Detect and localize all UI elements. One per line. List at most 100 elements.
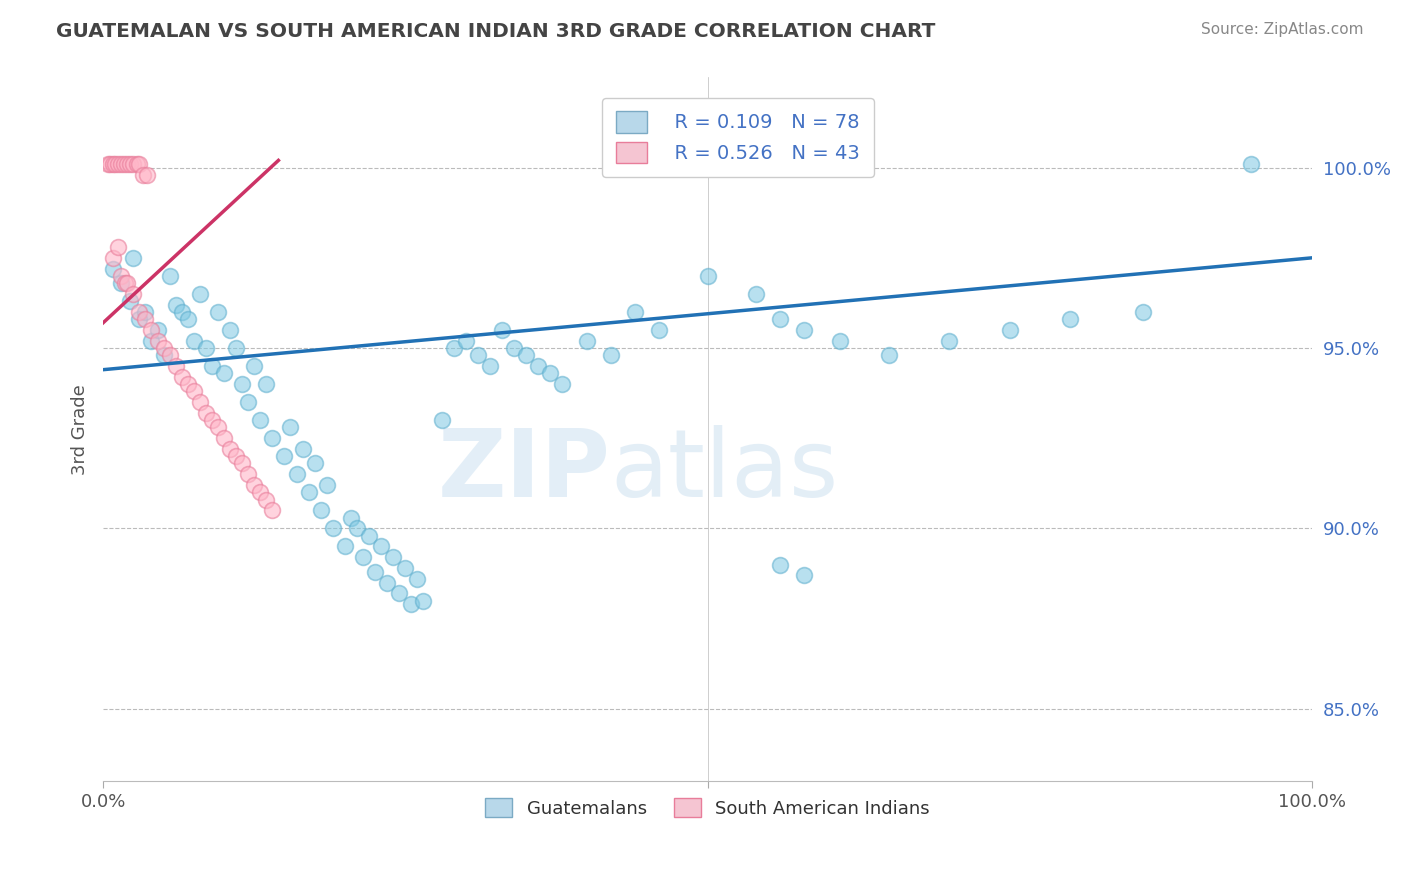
Point	[128, 312, 150, 326]
Point	[370, 540, 392, 554]
Point	[793, 568, 815, 582]
Point	[599, 348, 621, 362]
Point	[141, 323, 163, 337]
Point	[170, 370, 193, 384]
Point	[243, 478, 266, 492]
Point	[298, 485, 321, 500]
Point	[254, 377, 277, 392]
Point	[315, 478, 337, 492]
Point	[304, 457, 326, 471]
Point	[793, 323, 815, 337]
Point	[125, 157, 148, 171]
Point	[388, 586, 411, 600]
Point	[382, 550, 405, 565]
Text: atlas: atlas	[610, 425, 839, 517]
Legend: Guatemalans, South American Indians: Guatemalans, South American Indians	[478, 791, 938, 825]
Point	[938, 334, 960, 348]
Point	[394, 561, 416, 575]
Point	[412, 593, 434, 607]
Point	[575, 334, 598, 348]
Point	[152, 341, 174, 355]
Point	[527, 359, 550, 373]
Point	[132, 168, 155, 182]
Point	[219, 442, 242, 456]
Point	[624, 305, 647, 319]
Point	[769, 558, 792, 572]
Point	[159, 268, 181, 283]
Point	[491, 323, 513, 337]
Point	[134, 312, 156, 326]
Point	[231, 377, 253, 392]
Point	[152, 348, 174, 362]
Point	[122, 287, 145, 301]
Point	[110, 268, 132, 283]
Point	[188, 287, 211, 301]
Point	[225, 341, 247, 355]
Point	[159, 348, 181, 362]
Point	[346, 521, 368, 535]
Point	[146, 334, 169, 348]
Point	[364, 565, 387, 579]
Point	[467, 348, 489, 362]
Point	[117, 276, 139, 290]
Point	[262, 431, 284, 445]
Point	[243, 359, 266, 373]
Point	[188, 395, 211, 409]
Point	[291, 442, 314, 456]
Point	[696, 268, 718, 283]
Point	[357, 529, 380, 543]
Point	[100, 157, 122, 171]
Point	[107, 157, 129, 171]
Point	[249, 413, 271, 427]
Point	[1132, 305, 1154, 319]
Point	[538, 366, 561, 380]
Point	[101, 251, 124, 265]
Point	[170, 305, 193, 319]
Point	[212, 431, 235, 445]
Text: Source: ZipAtlas.com: Source: ZipAtlas.com	[1201, 22, 1364, 37]
Point	[454, 334, 477, 348]
Point	[122, 157, 145, 171]
Point	[117, 157, 139, 171]
Point	[135, 168, 157, 182]
Point	[122, 251, 145, 265]
Point	[273, 450, 295, 464]
Point	[877, 348, 900, 362]
Point	[97, 157, 120, 171]
Point	[212, 366, 235, 380]
Y-axis label: 3rd Grade: 3rd Grade	[72, 384, 89, 475]
Point	[238, 395, 260, 409]
Text: GUATEMALAN VS SOUTH AMERICAN INDIAN 3RD GRADE CORRELATION CHART: GUATEMALAN VS SOUTH AMERICAN INDIAN 3RD …	[56, 22, 935, 41]
Point	[333, 540, 356, 554]
Point	[375, 575, 398, 590]
Point	[183, 334, 205, 348]
Point	[745, 287, 768, 301]
Point	[262, 503, 284, 517]
Point	[285, 467, 308, 482]
Point	[118, 294, 141, 309]
Text: ZIP: ZIP	[437, 425, 610, 517]
Point	[430, 413, 453, 427]
Point	[998, 323, 1021, 337]
Point	[352, 550, 374, 565]
Point	[280, 420, 302, 434]
Point	[141, 334, 163, 348]
Point	[254, 492, 277, 507]
Point	[110, 157, 132, 171]
Point	[648, 323, 671, 337]
Point	[249, 485, 271, 500]
Point	[118, 157, 141, 171]
Point	[1059, 312, 1081, 326]
Point	[165, 298, 187, 312]
Point	[231, 457, 253, 471]
Point	[207, 420, 229, 434]
Point	[101, 157, 124, 171]
Point	[830, 334, 852, 348]
Point	[207, 305, 229, 319]
Point	[177, 377, 200, 392]
Point	[340, 510, 363, 524]
Point	[146, 323, 169, 337]
Point	[110, 276, 132, 290]
Point	[503, 341, 526, 355]
Point	[114, 276, 136, 290]
